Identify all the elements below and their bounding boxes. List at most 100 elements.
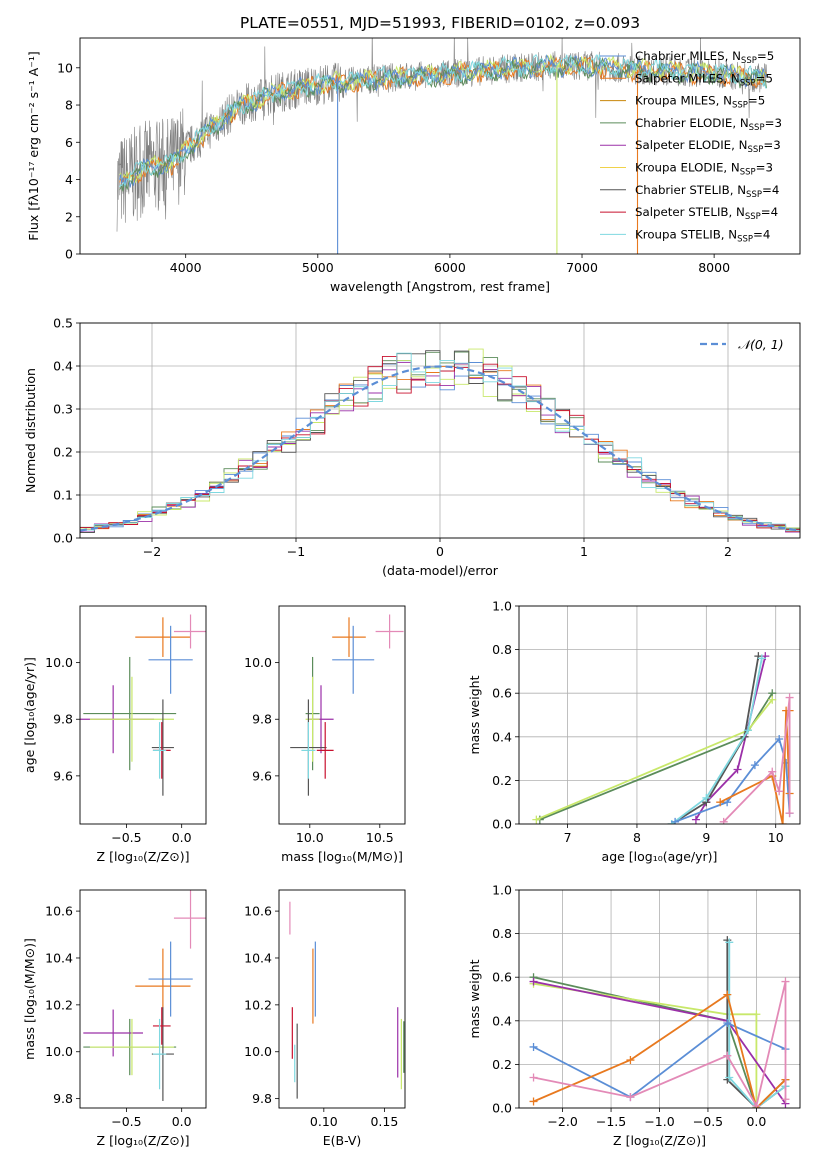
x-tick-label: −2 xyxy=(143,544,161,559)
x-axis-label: age [log₁₀(age/yr)] xyxy=(602,849,718,864)
y-tick-label: 10.0 xyxy=(244,655,272,670)
y-tick-label: 0.8 xyxy=(492,642,512,657)
x-tick-label: −1 xyxy=(287,544,305,559)
weight-series-marker xyxy=(716,798,725,807)
x-tick-label: −0.5 xyxy=(111,830,141,845)
y-axis-label: age [log₁₀(age/yr)] xyxy=(22,657,37,773)
y-axis-label: mass weight xyxy=(467,675,482,754)
legend-label: Kroupa STELIB, NSSP=4 xyxy=(635,227,770,244)
panel-age_vs_mass: 10.0 10.5 9.6 9.8 10.0 mass [log₁₀(M/M⊙)] xyxy=(244,605,406,864)
y-tick-label: 0.6 xyxy=(492,686,512,701)
y-axis-label: Flux [fλ10⁻¹⁷ erg cm⁻² s⁻¹ A⁻¹] xyxy=(26,51,41,240)
weight-series-marker xyxy=(775,734,784,743)
spectrum-traces xyxy=(116,38,768,254)
plot-frame xyxy=(79,605,207,825)
x-tick-label: −0.5 xyxy=(111,1114,141,1129)
y-tick-label: 9.8 xyxy=(53,1091,73,1106)
weight-series-marker xyxy=(702,793,711,802)
x-tick-label: 0 xyxy=(436,544,444,559)
weight-series-marker xyxy=(691,815,700,824)
x-tick-label: −2.0 xyxy=(547,1114,577,1129)
weight-series-marker xyxy=(768,767,777,776)
weight-series-marker xyxy=(750,761,759,770)
y-tick-label: 10.6 xyxy=(45,904,73,919)
y-tick-label: 9.8 xyxy=(252,712,272,727)
y-tick-label: 8 xyxy=(65,98,73,113)
x-tick-label: 8 xyxy=(633,830,641,845)
y-axis-label: mass weight xyxy=(467,959,482,1038)
panel-mass_weight_vs_age: 7 8 9 10 0.0 0.2 0.4 0.6 0.8 1.0 age [log₁₀(age/yr… xyxy=(467,599,801,864)
legend-label: Chabrier STELIB, NSSP=4 xyxy=(635,183,779,200)
y-tick-label: 6 xyxy=(65,135,73,150)
x-tick-label: 5000 xyxy=(302,260,334,275)
model-spectrum-line xyxy=(119,53,767,188)
y-tick-label: 0.8 xyxy=(492,926,512,941)
y-tick-label: 10.0 xyxy=(45,1044,73,1059)
x-tick-label: −1.5 xyxy=(596,1114,626,1129)
x-tick-label: 10.5 xyxy=(366,830,394,845)
plot-frame xyxy=(278,889,406,1109)
weight-series-marker xyxy=(529,1073,538,1082)
weight-series-marker xyxy=(757,654,766,663)
weight-series-marker xyxy=(725,938,734,947)
panel-mass_vs_ebv: 0.10 0.15 9.8 10.0 10.2 10.4 10.6 E(B-V) xyxy=(244,889,406,1148)
plot-frame xyxy=(79,889,207,1109)
legend-label: Kroupa MILES, NSSP=5 xyxy=(635,94,765,111)
x-axis-label: (data-model)/error xyxy=(382,563,499,578)
weight-series-marker xyxy=(778,820,787,824)
weight-series-line xyxy=(671,658,763,824)
y-tick-label: 10.0 xyxy=(244,1044,272,1059)
panel-spectrum: 4000 5000 6000 7000 8000 0 2 4 6 8 10 wavelength [A… xyxy=(26,37,801,294)
errorbar-points xyxy=(80,614,206,796)
x-tick-label: 0.10 xyxy=(310,1114,338,1129)
weight-series-marker xyxy=(781,977,790,986)
weight-series-line xyxy=(533,981,787,1108)
x-tick-label: 4000 xyxy=(170,260,202,275)
x-tick-label: 0.15 xyxy=(370,1114,398,1129)
legend-label: Salpeter MILES, NSSP=5 xyxy=(635,71,773,88)
panel-age_vs_Z: −0.5 0.0 9.6 9.8 10.0 Z [log₁₀(Z/Z⊙)] age [log… xyxy=(22,605,207,864)
y-tick-label: 0.6 xyxy=(492,970,512,985)
y-tick-label: 0.4 xyxy=(492,1013,512,1028)
y-axis-label: Normed distribution xyxy=(23,368,38,493)
x-tick-label: 9 xyxy=(702,830,710,845)
x-tick-label: 7 xyxy=(564,830,572,845)
x-tick-label: 0.0 xyxy=(172,830,192,845)
y-tick-label: 9.6 xyxy=(252,768,272,783)
x-tick-label: 2 xyxy=(724,544,732,559)
y-tick-label: 0.0 xyxy=(492,1101,512,1116)
normal-curve-line xyxy=(80,365,800,532)
weight-series-marker xyxy=(725,1073,734,1082)
y-tick-label: 0.2 xyxy=(53,445,73,460)
plot-frame xyxy=(79,322,801,539)
plot-frame xyxy=(79,37,801,255)
weight-series-marker xyxy=(785,693,794,702)
x-tick-label: 0.0 xyxy=(172,1114,192,1129)
y-tick-label: 4 xyxy=(65,172,73,187)
weight-series-line xyxy=(674,737,791,823)
x-tick-label: 10.0 xyxy=(296,830,324,845)
weight-series-marker xyxy=(626,1093,635,1102)
y-tick-label: 0.3 xyxy=(53,402,73,417)
y-tick-label: 0 xyxy=(65,247,73,262)
weight-series-marker xyxy=(529,977,538,986)
errorbar-points xyxy=(290,614,404,796)
histogram-traces xyxy=(80,348,800,533)
y-tick-label: 1.0 xyxy=(492,883,512,898)
y-tick-label: 0.0 xyxy=(492,817,512,832)
y-tick-label: 10.0 xyxy=(45,655,73,670)
weight-series-marker xyxy=(781,1095,790,1104)
weight-series-line xyxy=(539,692,773,821)
x-tick-label: 6000 xyxy=(434,260,466,275)
weight-series-marker xyxy=(743,726,752,735)
x-axis-label: wavelength [Angstrom, rest frame] xyxy=(330,279,550,294)
weight-series-marker xyxy=(719,817,728,824)
y-axis-label: mass [log₁₀(M/M⊙)] xyxy=(22,938,37,1060)
panel-mass_vs_Z: −0.5 0.0 9.8 10.0 10.2 10.4 10.6 Z [log₁₀(Z/Z⊙)… xyxy=(22,889,207,1148)
weight-series-marker xyxy=(626,1056,635,1065)
y-tick-label: 10.4 xyxy=(244,950,272,965)
y-tick-label: 10 xyxy=(57,60,73,75)
x-tick-label: 1 xyxy=(580,544,588,559)
weight-series-line xyxy=(728,942,787,1108)
